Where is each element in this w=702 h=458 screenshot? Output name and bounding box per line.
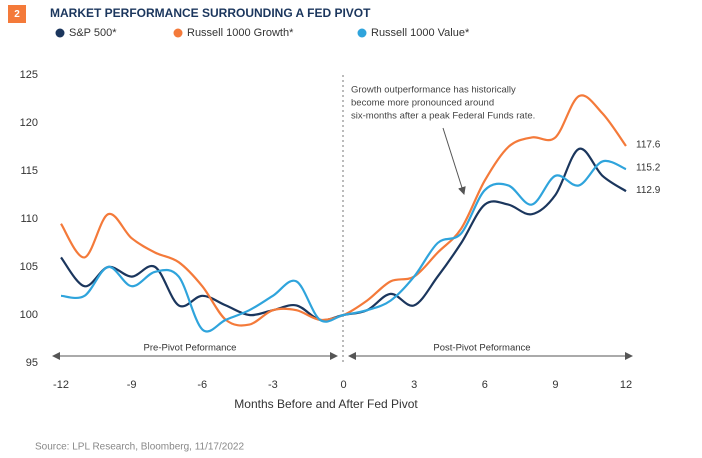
end-value-label: 115.2 [636, 163, 661, 174]
annotation: Growth outperformance has historically [351, 85, 516, 96]
y-tick-label: 115 [20, 165, 38, 177]
end-value-label: 117.6 [636, 140, 661, 151]
legend-label: Russell 1000 Value* [371, 27, 470, 39]
x-axis-label: Months Before and After Fed Pivot [234, 397, 418, 411]
x-tick-label: 0 [340, 379, 346, 391]
x-tick-label: -3 [268, 379, 278, 391]
region-label: Pre-Pivot Peformance [144, 343, 237, 354]
legend-marker [357, 28, 367, 38]
y-tick-label: 125 [20, 69, 38, 81]
y-tick-label: 105 [20, 261, 38, 273]
x-tick-label: -6 [197, 379, 207, 391]
region-label: Post-Pivot Peformance [433, 343, 530, 354]
x-tick-label: 6 [482, 379, 488, 391]
figure-number: 2 [14, 9, 20, 20]
legend-marker [55, 28, 65, 38]
x-tick-label: -12 [53, 379, 69, 391]
x-tick-label: 3 [411, 379, 417, 391]
series-line [60, 147, 627, 322]
badge [8, 5, 26, 23]
series-line [60, 159, 627, 333]
x-tick-label: -9 [127, 379, 137, 391]
legend-label: S&P 500* [69, 27, 117, 39]
annotation: six-months after a peak Federal Funds ra… [351, 111, 535, 122]
legend-marker [173, 28, 183, 38]
chart-title: MARKET PERFORMANCE SURROUNDING A FED PIV… [50, 6, 371, 20]
end-value-label: 112.9 [636, 185, 661, 196]
legend-label: Russell 1000 Growth* [187, 27, 294, 39]
y-tick-label: 120 [20, 117, 38, 129]
x-tick-label: 12 [620, 379, 632, 391]
annotation-arrow [442, 127, 466, 195]
label-bg [125, 341, 255, 354]
x-tick-label: 9 [552, 379, 558, 391]
source: Source: LPL Research, Bloomberg, 11/17/2… [35, 442, 244, 453]
y-tick-label: 95 [26, 357, 38, 369]
label-bg [420, 341, 550, 354]
legend: S&P 500* Russell 1000 Growth* Russell 1000… [55, 27, 470, 39]
annotation: become more pronounced around [351, 98, 494, 109]
y-tick-label: 100 [20, 309, 38, 321]
y-tick-label: 110 [20, 213, 38, 225]
